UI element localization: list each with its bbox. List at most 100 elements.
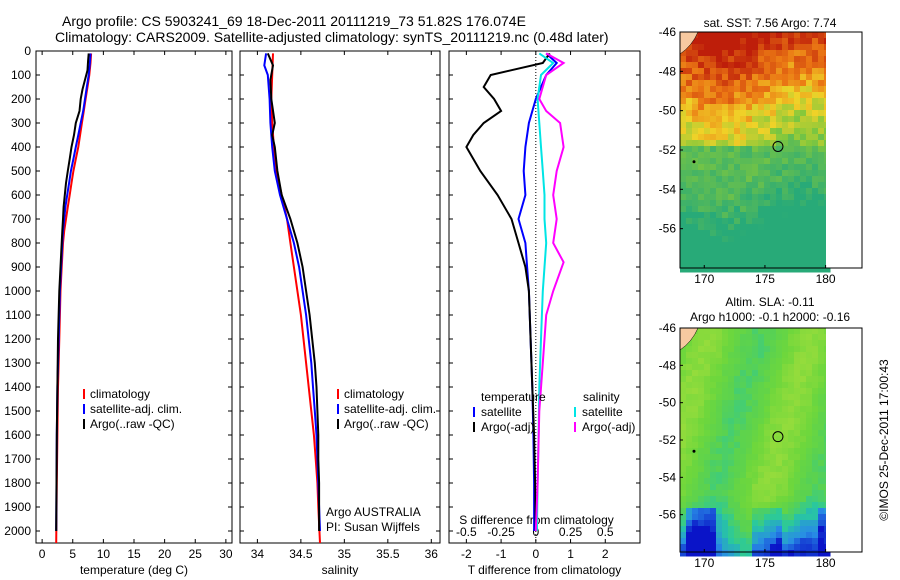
map-cell xyxy=(752,472,759,479)
map-cell xyxy=(704,490,711,497)
map-cell xyxy=(698,104,705,111)
map-cell xyxy=(734,140,741,147)
title-line-1: Argo profile: CS 5903241_69 18-Dec-2011 … xyxy=(62,13,526,29)
map-cell xyxy=(788,418,795,425)
map-cell xyxy=(746,508,753,515)
map-cell xyxy=(770,514,777,521)
map-cell xyxy=(728,68,735,75)
map-cell xyxy=(800,382,807,389)
map-cell xyxy=(734,44,741,51)
map-cell xyxy=(788,146,795,153)
map-cell xyxy=(782,248,789,255)
map-x-tick-label: 170 xyxy=(694,272,714,286)
map-cell xyxy=(698,394,705,401)
map-cell xyxy=(788,466,795,473)
map-cell xyxy=(704,388,711,395)
map-cell xyxy=(746,266,753,273)
map-cell xyxy=(746,236,753,243)
map-cell xyxy=(716,104,723,111)
map-cell xyxy=(734,550,741,557)
map-cell xyxy=(794,436,801,443)
map-cell xyxy=(806,80,813,87)
map-cell xyxy=(770,134,777,141)
map-cell xyxy=(782,502,789,509)
map-cell xyxy=(686,182,693,189)
map-cell xyxy=(764,32,771,39)
legend-label: Argo(..raw -QC) xyxy=(90,417,175,431)
map-cell xyxy=(752,158,759,165)
map-cell xyxy=(710,104,717,111)
map-cell xyxy=(818,364,825,371)
map-cell xyxy=(794,158,801,165)
map-y-tick-label: -46 xyxy=(659,321,677,335)
map-cell xyxy=(722,212,729,219)
map-cell xyxy=(722,550,729,557)
map-cell xyxy=(806,110,813,117)
map-cell xyxy=(704,460,711,467)
map-cell xyxy=(752,146,759,153)
map-cell xyxy=(728,400,735,407)
map-cell xyxy=(734,418,741,425)
map-cell xyxy=(782,230,789,237)
map-cell xyxy=(722,508,729,515)
map-cell xyxy=(818,104,825,111)
map-cell xyxy=(680,352,687,359)
map-cell xyxy=(788,502,795,509)
map-cell xyxy=(752,460,759,467)
map-cell xyxy=(716,212,723,219)
map-cell xyxy=(776,508,783,515)
map-cell xyxy=(782,334,789,341)
map-cell xyxy=(728,496,735,503)
map-cell xyxy=(794,68,801,75)
map-cell xyxy=(812,454,819,461)
map-cell xyxy=(686,442,693,449)
map-cell xyxy=(764,158,771,165)
map-cell xyxy=(680,260,687,267)
map-cell xyxy=(710,412,717,419)
map-cell xyxy=(716,538,723,545)
map-cell xyxy=(806,550,813,557)
map-cell xyxy=(716,520,723,527)
map-cell xyxy=(680,472,687,479)
map-cell xyxy=(812,484,819,491)
map-cell xyxy=(776,370,783,377)
map-cell xyxy=(728,364,735,371)
map-cell xyxy=(728,200,735,207)
map-cell xyxy=(746,448,753,455)
map-cell xyxy=(710,224,717,231)
map-cell xyxy=(716,334,723,341)
map-cell xyxy=(782,86,789,93)
map-cell xyxy=(776,266,783,273)
map-cell xyxy=(794,266,801,273)
map-cell xyxy=(728,44,735,51)
map-cell xyxy=(788,340,795,347)
map-cell xyxy=(728,526,735,533)
map-cell xyxy=(710,490,717,497)
map-cell xyxy=(680,104,687,111)
map-cell xyxy=(800,490,807,497)
map-cell xyxy=(800,56,807,63)
map-cell xyxy=(794,116,801,123)
map-cell xyxy=(740,32,747,39)
map-cell xyxy=(764,110,771,117)
map-cell xyxy=(812,508,819,515)
map-cell xyxy=(710,182,717,189)
map-cell xyxy=(770,352,777,359)
map-cell xyxy=(752,490,759,497)
map-cell xyxy=(722,62,729,69)
map-cell xyxy=(794,478,801,485)
map-cell xyxy=(746,526,753,533)
map-cell xyxy=(818,248,825,255)
map-cell xyxy=(758,74,765,81)
argo-position-marker xyxy=(772,140,784,152)
map-cell xyxy=(704,242,711,249)
map-cell xyxy=(704,442,711,449)
map-cell xyxy=(722,334,729,341)
map-cell xyxy=(710,454,717,461)
map-cell xyxy=(740,236,747,243)
map-cell xyxy=(734,430,741,437)
map-cell xyxy=(746,376,753,383)
map-cell xyxy=(764,394,771,401)
map-cell xyxy=(734,68,741,75)
map-cell xyxy=(752,406,759,413)
